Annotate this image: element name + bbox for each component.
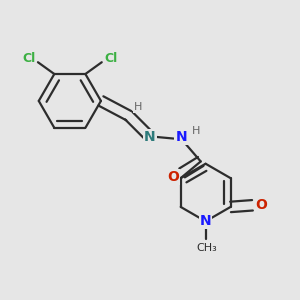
Text: N: N <box>200 214 212 228</box>
Text: N: N <box>175 130 187 144</box>
Text: Cl: Cl <box>22 52 36 65</box>
Text: H: H <box>134 103 142 112</box>
Text: H: H <box>192 126 201 136</box>
Text: N: N <box>144 130 156 144</box>
Text: Cl: Cl <box>104 52 117 65</box>
Text: O: O <box>168 170 179 184</box>
Text: CH₃: CH₃ <box>196 244 217 254</box>
Text: O: O <box>256 198 268 212</box>
